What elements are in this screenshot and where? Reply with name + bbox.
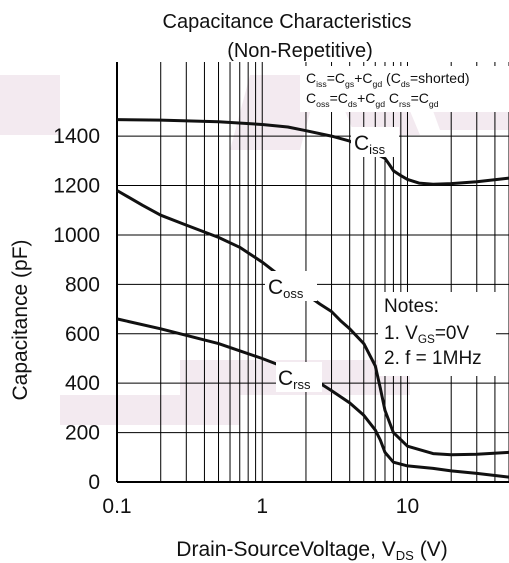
- notes-line-2: 2. f = 1MHz: [384, 348, 482, 369]
- y-axis-label: Capacitance (pF): [9, 239, 32, 400]
- notes-heading: Notes:: [384, 296, 439, 317]
- x-tick-label: 1: [256, 495, 268, 518]
- equation-line-1: Ciss=Cgs+Cgd (Cds=shorted): [306, 70, 470, 89]
- x-axis-label: Drain-SourceVoltage, VDS (V): [176, 538, 447, 563]
- label-bg-crss: [276, 362, 322, 392]
- label-bg-coss: [265, 271, 317, 301]
- notes-box: [378, 292, 496, 376]
- equation-box: [300, 66, 509, 112]
- x-tick-label: 10: [396, 495, 419, 518]
- y-tick-label: 200: [65, 422, 100, 445]
- y-tick-labels: 0 200 400 600 800 1000 1200 1400: [53, 125, 100, 494]
- label-bg-ciss: [351, 127, 399, 157]
- y-tick-label: 600: [65, 323, 100, 346]
- y-tick-label: 1200: [53, 175, 100, 198]
- y-tick-label: 400: [65, 372, 100, 395]
- y-tick-label: 1400: [53, 125, 100, 148]
- series-label-crss: Crss: [278, 367, 311, 392]
- equation-line-2: Coss=Cds+Cgd Crss=Cgd: [306, 90, 439, 109]
- x-tick-labels: 0.1 1 10: [102, 495, 419, 518]
- y-tick-label: 0: [88, 471, 100, 494]
- y-tick-label: 800: [65, 273, 100, 296]
- y-tick-label: 1000: [53, 224, 100, 247]
- notes-line-1: 1. VGS=0V: [384, 323, 469, 346]
- series-line-rss: [116, 317, 509, 479]
- series-line-oss: [116, 189, 509, 457]
- chart-title: Capacitance Characteristics: [163, 11, 412, 33]
- series-label-coss: Coss: [268, 276, 304, 301]
- series-label-ciss: Ciss: [354, 132, 386, 157]
- chart-subtitle: (Non-Repetitive): [227, 40, 373, 62]
- x-tick-label: 0.1: [102, 495, 131, 518]
